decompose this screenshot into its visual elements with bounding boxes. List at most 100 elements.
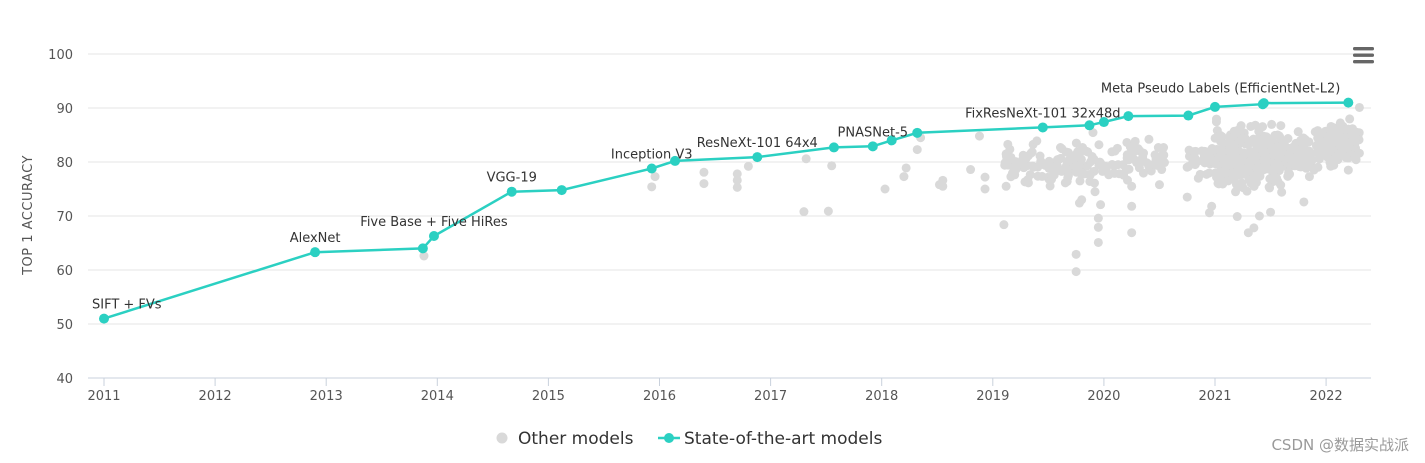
other-model-point[interactable] [1130,136,1140,146]
other-model-point[interactable] [999,220,1009,230]
other-model-point[interactable] [1093,237,1103,247]
other-model-point[interactable] [1193,173,1203,183]
sota-point[interactable] [310,247,321,258]
other-model-point[interactable] [1028,162,1038,172]
sota-point[interactable] [506,186,517,197]
other-models-series[interactable] [419,102,1364,277]
other-model-point[interactable] [1127,201,1137,211]
other-model-point[interactable] [1267,119,1277,129]
other-model-point[interactable] [1025,170,1035,180]
other-model-point[interactable] [1347,137,1357,147]
other-model-point[interactable] [938,181,948,191]
other-model-point[interactable] [1075,176,1085,186]
other-model-point[interactable] [1093,213,1103,223]
other-model-point[interactable] [1012,161,1022,171]
other-model-point[interactable] [1277,187,1287,197]
other-model-point[interactable] [1071,138,1081,148]
other-model-point[interactable] [1144,161,1154,171]
hamburger-menu-icon[interactable] [1353,47,1374,64]
other-model-point[interactable] [1350,153,1360,163]
other-model-point[interactable] [1283,171,1293,181]
other-model-point[interactable] [1307,155,1317,165]
other-model-point[interactable] [1261,152,1271,162]
other-model-point[interactable] [1199,154,1209,164]
other-model-point[interactable] [1182,192,1192,202]
other-model-point[interactable] [1159,150,1169,160]
other-model-point[interactable] [1354,102,1364,112]
other-model-point[interactable] [732,169,742,179]
other-model-point[interactable] [1323,138,1333,148]
other-model-point[interactable] [1087,152,1097,162]
other-model-point[interactable] [801,154,811,164]
other-model-point[interactable] [1211,159,1221,169]
other-model-point[interactable] [1343,165,1353,175]
other-model-point[interactable] [732,182,742,192]
sota-point[interactable] [828,142,839,153]
other-model-point[interactable] [1094,140,1104,150]
other-model-point[interactable] [1121,165,1131,175]
other-model-point[interactable] [1264,137,1274,147]
sota-point[interactable] [867,141,878,152]
other-model-point[interactable] [1255,171,1265,181]
other-model-point[interactable] [1033,171,1043,181]
sota-point[interactable] [99,313,109,324]
other-model-point[interactable] [1154,180,1164,190]
sota-point[interactable] [1258,98,1269,109]
other-model-point[interactable] [743,161,753,171]
other-model-point[interactable] [1272,173,1282,183]
other-model-point[interactable] [1231,187,1241,197]
other-model-point[interactable] [1133,144,1143,154]
other-model-point[interactable] [699,167,709,177]
other-model-point[interactable] [1278,142,1288,152]
other-model-point[interactable] [1093,222,1103,232]
sota-point[interactable] [670,155,681,166]
other-model-point[interactable] [1335,118,1345,128]
other-model-point[interactable] [1246,178,1256,188]
other-model-point[interactable] [1112,143,1122,153]
other-model-point[interactable] [1299,197,1309,207]
other-model-point[interactable] [1249,223,1259,233]
other-model-point[interactable] [1242,166,1252,176]
sota-point[interactable] [417,243,428,254]
other-model-point[interactable] [1001,181,1011,191]
other-model-point[interactable] [1233,164,1243,174]
other-model-point[interactable] [1005,144,1015,154]
sota-point[interactable] [752,152,763,163]
other-model-point[interactable] [1132,158,1142,168]
sota-point[interactable] [1123,111,1134,122]
other-model-point[interactable] [1275,153,1285,163]
other-model-point[interactable] [650,172,660,182]
other-model-point[interactable] [647,182,657,192]
other-model-point[interactable] [1062,157,1072,167]
other-model-point[interactable] [1290,161,1300,171]
other-model-point[interactable] [1218,179,1228,189]
other-model-point[interactable] [1238,133,1248,143]
other-model-point[interactable] [1153,143,1163,153]
other-model-point[interactable] [1313,139,1323,149]
other-model-point[interactable] [1088,128,1098,138]
other-model-point[interactable] [1081,146,1091,156]
other-model-point[interactable] [974,131,984,141]
other-model-point[interactable] [1254,211,1264,221]
other-model-point[interactable] [901,163,911,173]
sota-point[interactable] [1084,120,1095,131]
other-model-point[interactable] [1047,174,1057,184]
other-model-point[interactable] [1293,127,1303,137]
sota-point[interactable] [1098,117,1109,128]
other-model-point[interactable] [980,184,990,194]
other-model-point[interactable] [1229,126,1239,136]
other-model-point[interactable] [1032,136,1042,146]
sota-point[interactable] [1183,110,1194,121]
other-model-point[interactable] [1249,134,1259,144]
sota-point[interactable] [556,185,567,196]
other-model-point[interactable] [1035,159,1045,169]
other-model-point[interactable] [799,207,809,217]
other-model-point[interactable] [1071,267,1081,277]
other-model-point[interactable] [1104,170,1114,180]
other-model-point[interactable] [966,165,976,175]
other-model-point[interactable] [1345,114,1355,124]
other-model-point[interactable] [1077,195,1087,205]
other-model-point[interactable] [1301,163,1311,173]
other-model-point[interactable] [1215,146,1225,156]
other-model-point[interactable] [1331,154,1341,164]
